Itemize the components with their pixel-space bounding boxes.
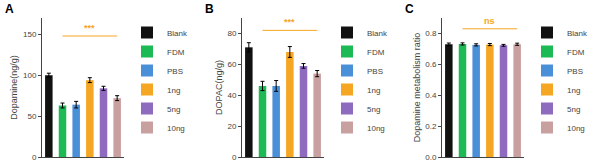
svg-text:Dopamine metabolism ratio: Dopamine metabolism ratio xyxy=(412,33,422,143)
svg-text:0.0: 0.0 xyxy=(425,153,437,162)
svg-text:10ng: 10ng xyxy=(367,124,385,133)
svg-text:10ng: 10ng xyxy=(167,124,185,133)
svg-text:50: 50 xyxy=(27,112,36,121)
svg-text:80: 80 xyxy=(227,29,236,38)
svg-text:DOPAC(ng/g): DOPAC(ng/g) xyxy=(214,60,224,115)
svg-text:FDM: FDM xyxy=(167,48,185,57)
svg-text:***: *** xyxy=(284,17,295,27)
svg-text:Blank: Blank xyxy=(167,29,188,38)
svg-text:***: *** xyxy=(84,23,95,33)
svg-text:Blank: Blank xyxy=(567,29,588,38)
svg-text:1ng: 1ng xyxy=(567,86,580,95)
svg-text:A: A xyxy=(5,2,14,16)
svg-text:40: 40 xyxy=(227,91,236,100)
svg-text:20: 20 xyxy=(227,122,236,131)
svg-text:Dopamine(ng/g): Dopamine(ng/g) xyxy=(9,55,19,120)
svg-text:5ng: 5ng xyxy=(167,105,180,114)
svg-text:ns: ns xyxy=(484,16,495,26)
svg-text:FDM: FDM xyxy=(567,48,585,57)
svg-text:10ng: 10ng xyxy=(567,124,585,133)
svg-text:150: 150 xyxy=(23,30,37,39)
svg-text:1ng: 1ng xyxy=(367,86,380,95)
svg-text:PBS: PBS xyxy=(367,67,383,76)
svg-text:PBS: PBS xyxy=(167,67,183,76)
svg-text:FDM: FDM xyxy=(367,48,385,57)
svg-text:0.6: 0.6 xyxy=(425,60,437,69)
svg-text:60: 60 xyxy=(227,60,236,69)
svg-text:PBS: PBS xyxy=(567,67,583,76)
svg-text:100: 100 xyxy=(23,71,37,80)
svg-text:0: 0 xyxy=(232,153,237,162)
svg-text:1ng: 1ng xyxy=(167,86,180,95)
svg-text:Blank: Blank xyxy=(367,29,388,38)
svg-text:0: 0 xyxy=(32,153,37,162)
svg-text:B: B xyxy=(205,2,214,16)
svg-text:0.2: 0.2 xyxy=(425,122,437,131)
svg-text:0.8: 0.8 xyxy=(425,29,437,38)
svg-text:5ng: 5ng xyxy=(567,105,580,114)
svg-text:5ng: 5ng xyxy=(367,105,380,114)
svg-text:C: C xyxy=(405,2,414,16)
svg-text:0.4: 0.4 xyxy=(425,91,437,100)
